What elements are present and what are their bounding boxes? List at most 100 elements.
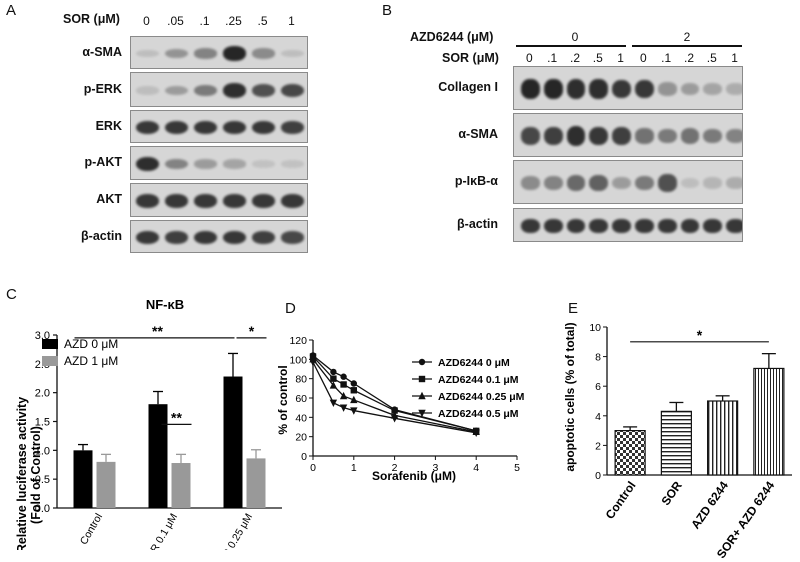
panel-d-xtick-label: 4 xyxy=(473,462,479,474)
panel-c-ytick-label: 0.5 xyxy=(35,474,50,486)
panel-c-label: C xyxy=(6,286,17,303)
panel-a-sor-header: SOR (μM) xyxy=(63,12,120,26)
b-band-0-3 xyxy=(589,79,609,99)
panel-a-label: A xyxy=(6,2,17,19)
b-blot-label-1: α-SMA xyxy=(458,127,498,141)
b-band-1-9 xyxy=(726,128,742,143)
b-band-1-2 xyxy=(566,126,586,146)
b-conc-2: .2 xyxy=(569,51,580,65)
b-conc-5: 0 xyxy=(640,51,647,65)
b-band-0-0 xyxy=(521,79,540,99)
panel-d-legend-label: AZD6244 0 μM xyxy=(438,357,510,369)
b-band-0-6 xyxy=(657,82,677,96)
a-band-5-5 xyxy=(280,230,305,245)
panel-b-azd-group-0: 0 xyxy=(571,30,579,44)
panel-d-label: D xyxy=(285,300,296,317)
b-band-0-9 xyxy=(726,83,742,95)
a-band-4-5 xyxy=(280,193,305,209)
panel-b-azd-header: AZD6244 (μM) xyxy=(410,30,494,44)
panel-d-ytick-label: 0 xyxy=(301,451,307,463)
panel-e-sig-label: * xyxy=(697,327,703,343)
panel-e-category-label: AZD 6244 xyxy=(688,478,731,531)
azd-group-1-line xyxy=(632,45,742,47)
b-band-3-3 xyxy=(589,218,609,234)
panel-d-ylabel: % of control xyxy=(276,365,290,434)
panel-e-label: E xyxy=(568,300,579,317)
panel-e-bar xyxy=(614,429,646,476)
panel-d-point xyxy=(418,409,426,418)
a-blot-row-1 xyxy=(130,72,308,107)
panel-c-bar xyxy=(223,376,243,508)
panel-e-category-label: SOR xyxy=(658,478,685,508)
b-conc-1: .1 xyxy=(547,51,558,65)
a-band-2-4 xyxy=(251,120,276,135)
panel-c-bar xyxy=(73,450,93,508)
panel-d-point xyxy=(309,359,317,367)
panel-d-point xyxy=(350,387,357,394)
panel-d-legend-label: AZD6244 0.1 μM xyxy=(438,374,519,386)
panel-d-point xyxy=(418,391,426,400)
b-band-3-9 xyxy=(726,218,742,234)
b-band-2-9 xyxy=(726,177,742,189)
panel-d-point xyxy=(340,373,347,380)
panel-c-bar xyxy=(96,461,116,508)
panel-c-ylabel: Relative luciferase activity xyxy=(15,397,29,550)
panel-e-ytick-label: 10 xyxy=(589,322,601,334)
a-conc-4: .5 xyxy=(257,14,268,28)
panel-c-bar xyxy=(148,404,168,508)
panel-b-sor-header: SOR (μM) xyxy=(442,51,499,65)
panel-e-ytick-label: 4 xyxy=(595,411,601,423)
b-blot-row-2 xyxy=(513,160,743,204)
b-conc-4: 1 xyxy=(617,51,624,65)
b-band-2-0 xyxy=(521,176,540,190)
a-blot-row-2 xyxy=(130,110,308,143)
b-band-2-5 xyxy=(635,175,654,191)
panel-c-title: NF-κB xyxy=(146,297,184,312)
b-band-1-0 xyxy=(521,127,540,145)
panel-d-point xyxy=(340,381,347,388)
a-band-2-0 xyxy=(135,120,160,135)
panel-d-point xyxy=(390,415,399,423)
panel-d-xlabel: Sorafenib (μM) xyxy=(372,469,456,483)
a-band-2-1 xyxy=(164,120,189,135)
a-band-4-3 xyxy=(222,193,247,209)
panel-c-chart: NF-κB Relative luciferase activity (Fold… xyxy=(15,297,282,551)
b-conc-9: 1 xyxy=(731,51,738,65)
panel-c-ytick-label: 2.0 xyxy=(35,388,50,400)
panel-c-category-label: SOR 0.1 μM xyxy=(141,512,180,551)
panel-d-ytick-label: 40 xyxy=(295,412,307,424)
a-band-1-4 xyxy=(251,83,276,98)
azd-group-0-line xyxy=(516,45,626,47)
a-band-3-5 xyxy=(280,160,305,168)
a-band-0-5 xyxy=(280,49,305,58)
b-band-3-0 xyxy=(521,218,540,234)
panel-c-ylabel2: (Fold of Control) xyxy=(29,426,43,524)
panel-d-ytick-label: 20 xyxy=(295,432,307,444)
a-band-3-4 xyxy=(251,160,276,168)
panel-d-point xyxy=(418,358,426,366)
panel-d-xtick-label: 5 xyxy=(514,462,520,474)
b-band-1-1 xyxy=(543,126,563,146)
b-band-1-7 xyxy=(680,128,700,144)
b-band-3-6 xyxy=(657,218,677,234)
a-band-3-2 xyxy=(193,159,218,169)
b-band-1-3 xyxy=(589,126,609,146)
panel-e-ytick-label: 0 xyxy=(595,470,601,482)
panel-d-xtick-label: 1 xyxy=(351,462,357,474)
a-conc-1: .05 xyxy=(167,14,184,28)
b-band-0-5 xyxy=(635,79,654,99)
b-band-1-5 xyxy=(635,128,654,144)
b-band-3-5 xyxy=(635,218,654,234)
a-blot-label-3: p-AKT xyxy=(84,155,123,169)
b-band-0-4 xyxy=(612,79,631,99)
panel-d-point xyxy=(350,395,358,404)
panel-d-ytick-label: 80 xyxy=(295,374,307,386)
a-blot-row-5 xyxy=(130,220,308,253)
a-band-5-4 xyxy=(251,230,276,245)
a-band-4-2 xyxy=(193,193,218,209)
panel-c-ytick-label: 0.0 xyxy=(35,503,50,515)
b-conc-3: .5 xyxy=(592,51,603,65)
panel-c-ytick-label: 1.0 xyxy=(35,445,50,457)
panel-c-sig-label: ** xyxy=(171,409,182,425)
panel-d-ytick-label: 100 xyxy=(289,354,307,366)
